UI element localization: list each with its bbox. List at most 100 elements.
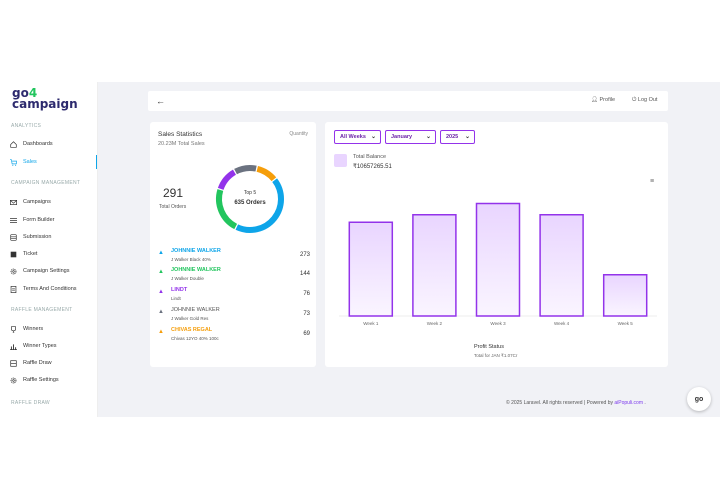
x-tick-label: Week 3: [490, 321, 506, 326]
sidebar-item-sales[interactable]: Sales: [0, 155, 97, 169]
sidebar-item-campaigns[interactable]: Campaigns: [0, 195, 97, 209]
bar[interactable]: [602, 274, 648, 317]
legend-name: CHIVAS REGAL: [171, 327, 213, 333]
gear-icon: [10, 377, 17, 384]
main-content: ← 👤︎ Profile ⏻ Log Out Sales Statistics …: [98, 82, 720, 417]
bar[interactable]: [539, 214, 584, 317]
total-orders-label: Total Orders: [159, 204, 187, 210]
sidebar-item-dashboards[interactable]: Dashboards: [0, 137, 97, 151]
profit-bar-chart: Week 1 Week 2 Week 3 Week 4 Week 5: [339, 202, 657, 326]
sidebar-item-ticket[interactable]: Ticket: [0, 247, 97, 261]
wallet-icon: [334, 154, 347, 167]
app: go4 campaign ANALYTICS Dashboards Sales …: [0, 82, 720, 417]
logo[interactable]: go4 campaign: [12, 86, 78, 111]
donut-slice: [217, 169, 237, 191]
legend-item: ▲ JOHNNIE WALKER J Walker Double 144: [158, 266, 310, 286]
legend-count: 273: [299, 252, 310, 258]
x-tick-label: Week 2: [427, 321, 443, 326]
logo-text-accent: 4: [28, 86, 38, 100]
triangle-icon: ▲: [158, 269, 164, 275]
section-label-campaign-management: CAMPAIGN MANAGEMENT: [11, 180, 81, 186]
legend-sub: J Walker Double: [171, 276, 204, 281]
logo-text-campaign: campaign: [12, 97, 78, 111]
legend-item: ▲ JOHNNIE WALKER J Walker Black 40% 273: [158, 247, 310, 267]
legend-item: ▲ CHIVAS REGAL Chivas 12YO 40% 100c 69: [158, 326, 310, 346]
legend-item: ▲ JOHNNIE WALKER J Walker Gold Res 73: [158, 306, 310, 326]
ticket-icon: [10, 251, 17, 258]
mail-icon: [10, 199, 17, 206]
x-tick-label: Week 5: [618, 321, 634, 326]
power-icon: ⏻: [632, 97, 638, 103]
form-icon: [10, 217, 17, 224]
legend-name: JOHNNIE WALKER: [171, 267, 221, 273]
weeks-dropdown[interactable]: All Weeks ⌄: [334, 130, 381, 144]
bar[interactable]: [348, 221, 394, 317]
chevron-down-icon: ⌄: [425, 134, 431, 140]
sidebar-item-label: Dashboards: [23, 141, 53, 147]
sidebar-item-label: Winners: [23, 326, 44, 332]
footer-suffix: .: [643, 400, 646, 406]
chart-title: Profit Status: [474, 344, 504, 350]
bar[interactable]: [475, 202, 521, 317]
sidebar-item-label: Terms And Conditions: [23, 286, 77, 292]
sidebar-item-form-builder[interactable]: Form Builder: [0, 213, 97, 227]
total-orders-value: 291: [163, 186, 184, 200]
legend-sub: Lindt: [171, 296, 181, 301]
triangle-icon: ▲: [158, 329, 164, 335]
profile-link[interactable]: 👤︎ Profile: [591, 97, 615, 103]
sidebar-item-label: Sales: [23, 159, 37, 165]
section-label-analytics: ANALYTICS: [11, 123, 42, 129]
x-tick-label: Week 4: [554, 321, 570, 326]
sidebar-item-raffle-draw[interactable]: Raffle Draw: [0, 356, 97, 370]
sidebar-item-label: Form Builder: [23, 217, 55, 223]
donut-slice: [216, 189, 238, 230]
legend-name: LINDT: [171, 287, 188, 293]
donut-top-label: Top 5: [243, 190, 257, 196]
logout-link[interactable]: ⏻ Log Out: [632, 97, 657, 104]
sidebar-item-winner-types[interactable]: Winner Types: [0, 339, 97, 353]
donut-slice: [256, 165, 277, 182]
legend-sub: J Walker Gold Res: [171, 316, 209, 321]
sidebar-item-label: Raffle Settings: [23, 377, 59, 383]
bar[interactable]: [412, 214, 457, 317]
trophy-icon: [10, 325, 17, 333]
sidebar-item-submission[interactable]: Submission: [0, 230, 97, 244]
database-icon: [10, 233, 17, 241]
home-icon: [10, 140, 17, 148]
total-balance-value: ₹10657265.51: [353, 164, 392, 170]
top-bar: ← 👤︎ Profile ⏻ Log Out: [148, 91, 668, 111]
chart-subtitle: Total for JAN ₹1.07Cr: [474, 353, 518, 358]
sales-statistics-card: Sales Statistics 20.23M Total Sales Quan…: [150, 122, 316, 367]
legend-count: 144: [299, 271, 310, 277]
cart-icon: [10, 158, 17, 166]
legend-item: ▲ LINDT Lindt 76: [158, 286, 310, 306]
x-tick-label: Week 1: [363, 321, 379, 326]
profile-label: Profile: [599, 97, 616, 103]
weeks-value: All Weeks: [340, 134, 366, 140]
legend-count: 76: [303, 291, 310, 297]
legend-name: JOHNNIE WALKER: [171, 307, 220, 313]
section-label-raffle-draw: RAFFLE DRAW: [11, 400, 50, 406]
legend-sub: Chivas 12YO 40% 100c: [171, 336, 219, 341]
footer-link[interactable]: aiPopuli.com: [614, 400, 644, 406]
year-value: 2025: [446, 134, 459, 140]
triangle-icon: ▲: [158, 309, 164, 315]
sidebar-item-winners[interactable]: Winners: [0, 322, 97, 336]
month-dropdown[interactable]: January ⌄: [385, 130, 436, 144]
sidebar-item-terms[interactable]: Terms And Conditions: [0, 282, 97, 296]
bar-icon: [10, 343, 17, 350]
gear-icon: [10, 268, 17, 275]
chart-menu-icon[interactable]: ≡: [650, 178, 655, 185]
back-arrow-icon[interactable]: ←: [156, 96, 165, 106]
section-label-raffle-management: RAFFLE MANAGEMENT: [11, 307, 73, 313]
document-icon: [10, 285, 17, 293]
chat-fab-button[interactable]: go: [687, 387, 711, 411]
sidebar-item-label: Winner Types: [23, 343, 57, 349]
triangle-icon: ▲: [158, 289, 164, 295]
sidebar-item-raffle-settings[interactable]: Raffle Settings: [0, 373, 97, 387]
year-dropdown[interactable]: 2025 ⌄: [440, 130, 475, 144]
sidebar-item-campaign-settings[interactable]: Campaign Settings: [0, 264, 97, 278]
donut-slice: [234, 165, 257, 175]
quantity-toggle[interactable]: Quantity: [289, 131, 308, 137]
donut-slice: [235, 178, 284, 233]
